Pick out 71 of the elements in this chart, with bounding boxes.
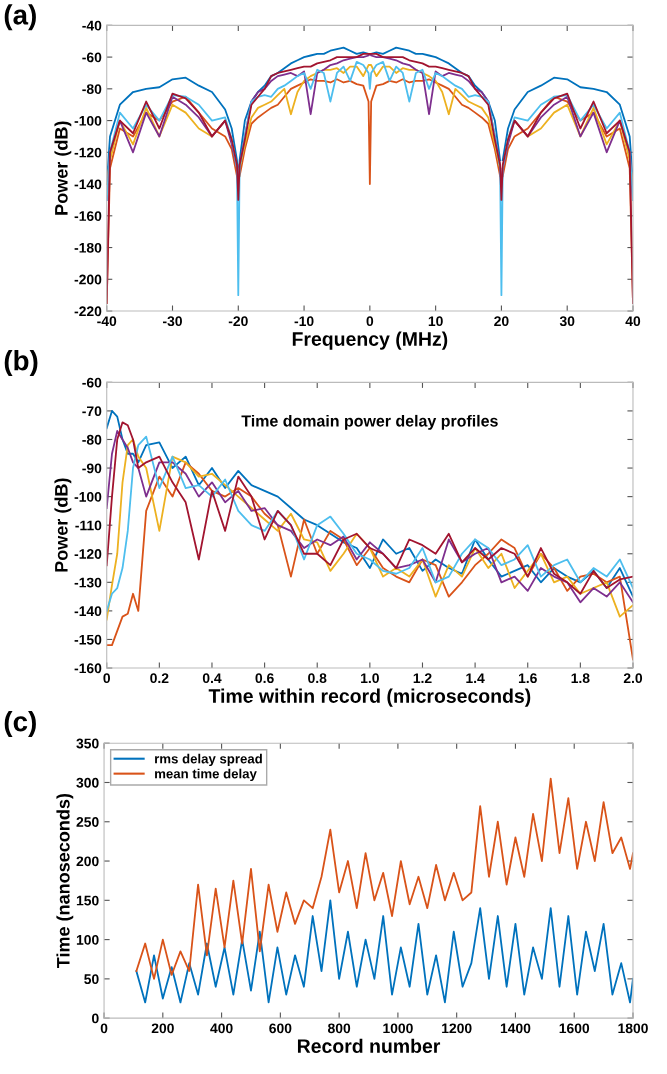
y-axis-title: Power (dB) xyxy=(54,478,72,572)
y-tick-label: -60 xyxy=(82,52,102,63)
y-tick-label: -40 xyxy=(82,20,102,31)
x-tick-label: 0.2 xyxy=(150,673,169,684)
x-tick-label: 0.6 xyxy=(255,673,274,684)
x-tick-label: 1.0 xyxy=(361,673,379,684)
x-axis-title: Time within record (microseconds) xyxy=(208,688,531,707)
y-tick-label: -140 xyxy=(74,606,102,617)
y-tick-label: -110 xyxy=(75,520,102,531)
y-tick-label: -180 xyxy=(74,242,102,253)
x-tick-label: 0 xyxy=(103,673,111,684)
text: (b) xyxy=(4,350,38,377)
y-tick-label: -100 xyxy=(74,115,102,126)
x-tick-label: 1200 xyxy=(442,1023,472,1034)
x-tick-label: 1.8 xyxy=(571,673,590,684)
y-tick-label: -80 xyxy=(82,84,102,94)
y-tick-label: 250 xyxy=(76,817,99,827)
x-tick-label: 20 xyxy=(494,316,509,327)
x-tick-label: 200 xyxy=(151,1023,174,1034)
y-tick-label: -150 xyxy=(74,634,102,645)
y-tick-label: -160 xyxy=(74,211,102,221)
y-tick-label: 50 xyxy=(84,974,99,985)
x-tick-label: 600 xyxy=(269,1023,292,1034)
x-tick-label: 1000 xyxy=(383,1023,413,1034)
x-tick-label: 0.4 xyxy=(202,673,222,684)
y-tick-label: -160 xyxy=(74,663,102,674)
x-tick-label: -40 xyxy=(97,316,117,327)
legend-label: rms delay spread xyxy=(155,753,262,767)
annotation: Time domain power delay profiles xyxy=(241,414,498,430)
x-tick-label: 30 xyxy=(559,316,575,327)
x-axis-title: Frequency (MHz) xyxy=(292,331,448,350)
y-tick-label: -130 xyxy=(74,577,102,588)
x-tick-label: -10 xyxy=(294,316,314,327)
y-tick-label: 350 xyxy=(76,738,99,749)
text: (c) xyxy=(4,710,36,737)
x-tick-label: 1.4 xyxy=(466,673,485,683)
y-tick-label: 300 xyxy=(76,777,99,788)
x-tick-label: 1.6 xyxy=(518,673,537,684)
y-tick-label: 200 xyxy=(76,856,99,867)
y-tick-label: -80 xyxy=(82,434,102,445)
x-tick-label: 0.8 xyxy=(308,673,327,684)
x-tick-label: 10 xyxy=(428,316,443,327)
y-tick-label: -60 xyxy=(82,377,102,388)
x-tick-label: 0 xyxy=(366,316,374,327)
text: (a) xyxy=(4,4,36,31)
y-tick-label: 150 xyxy=(76,895,99,906)
y-tick-label: 100 xyxy=(76,934,99,945)
x-tick-label: 1.2 xyxy=(413,673,432,683)
x-tick-label: -20 xyxy=(228,316,248,327)
y-tick-label: -120 xyxy=(74,147,102,158)
y-tick-label: -220 xyxy=(74,306,102,317)
y-tick-label: -200 xyxy=(74,274,102,285)
y-tick-label: -70 xyxy=(82,406,102,417)
y-axis-title: Power (dB) xyxy=(54,121,72,215)
x-tick-label: 1600 xyxy=(559,1023,590,1034)
x-tick-label: 800 xyxy=(327,1023,351,1034)
y-tick-label: -90 xyxy=(82,463,102,474)
y-tick-label: 0 xyxy=(92,1013,99,1024)
x-tick-label: 2.0 xyxy=(623,673,643,684)
y-tick-label: -120 xyxy=(74,549,102,559)
y-tick-label: -100 xyxy=(74,491,102,502)
x-tick-label: -30 xyxy=(163,316,182,327)
x-tick-label: 40 xyxy=(625,316,641,327)
y-tick-label: -140 xyxy=(74,179,102,190)
y-axis-title: Time (nanoseconds) xyxy=(56,793,74,969)
x-tick-label: 1800 xyxy=(618,1023,648,1034)
x-axis-title: Record number xyxy=(297,1038,441,1054)
x-tick-label: 400 xyxy=(210,1023,233,1034)
x-tick-label: 1400 xyxy=(500,1023,531,1034)
legend-label: mean time delay xyxy=(155,768,257,781)
line-series xyxy=(135,899,633,1004)
